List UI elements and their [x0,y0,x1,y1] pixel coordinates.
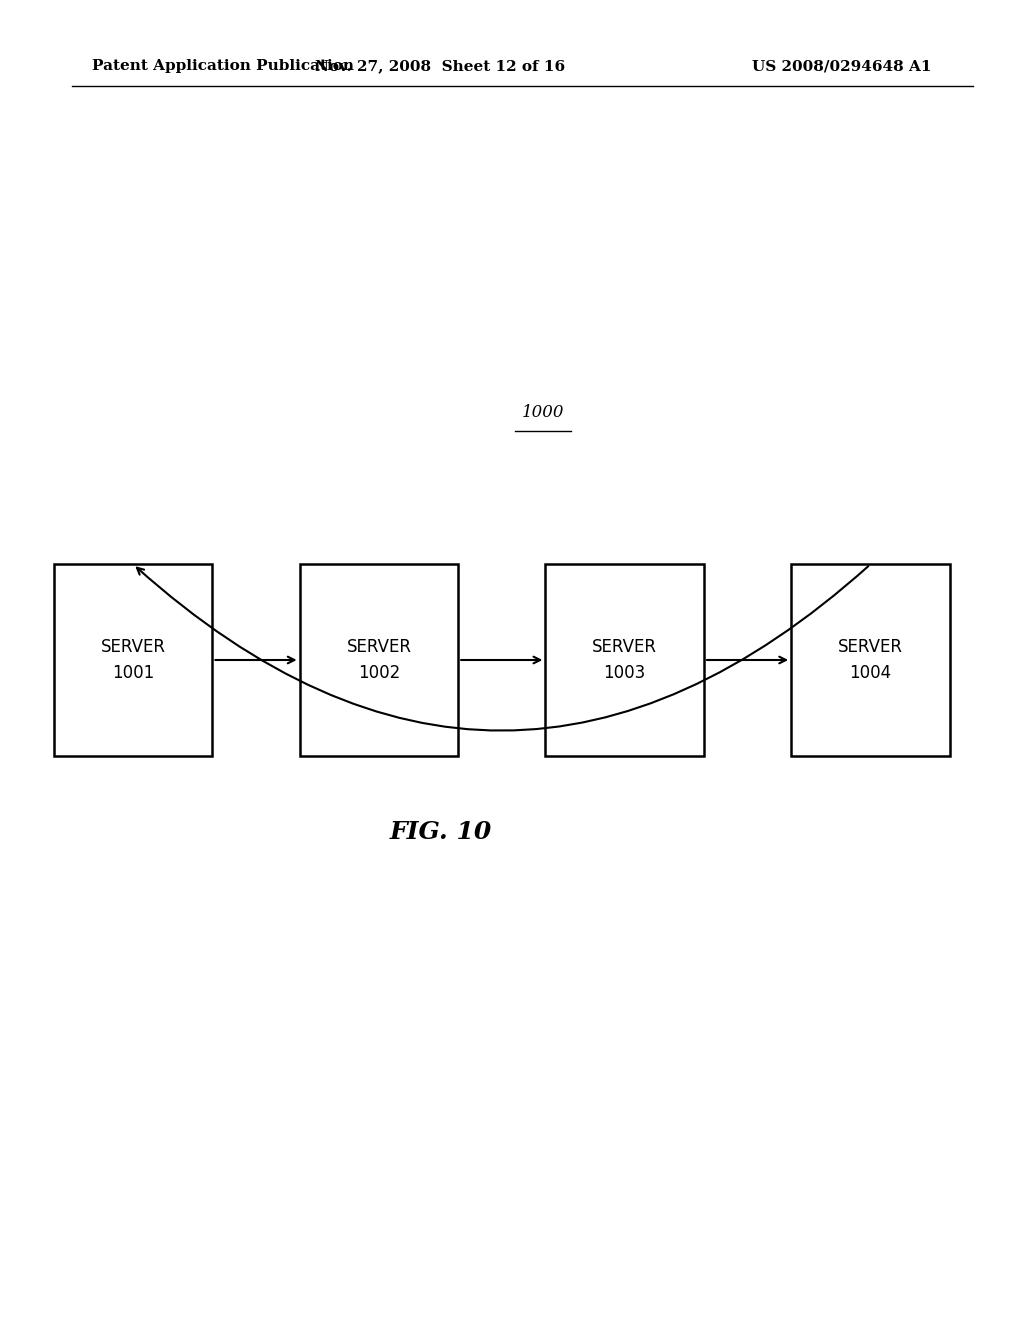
Text: SERVER
1003: SERVER 1003 [592,639,657,681]
Text: SERVER
1004: SERVER 1004 [838,639,903,681]
Text: 1000: 1000 [521,404,564,421]
Text: Nov. 27, 2008  Sheet 12 of 16: Nov. 27, 2008 Sheet 12 of 16 [315,59,565,74]
Text: Patent Application Publication: Patent Application Publication [92,59,354,74]
Bar [54,565,213,755]
Bar [545,565,705,755]
Text: SERVER
1001: SERVER 1001 [100,639,166,681]
Text: SERVER
1002: SERVER 1002 [346,639,412,681]
Bar [299,565,459,755]
Text: US 2008/0294648 A1: US 2008/0294648 A1 [753,59,932,74]
Bar [791,565,950,755]
Text: FIG. 10: FIG. 10 [389,820,492,843]
